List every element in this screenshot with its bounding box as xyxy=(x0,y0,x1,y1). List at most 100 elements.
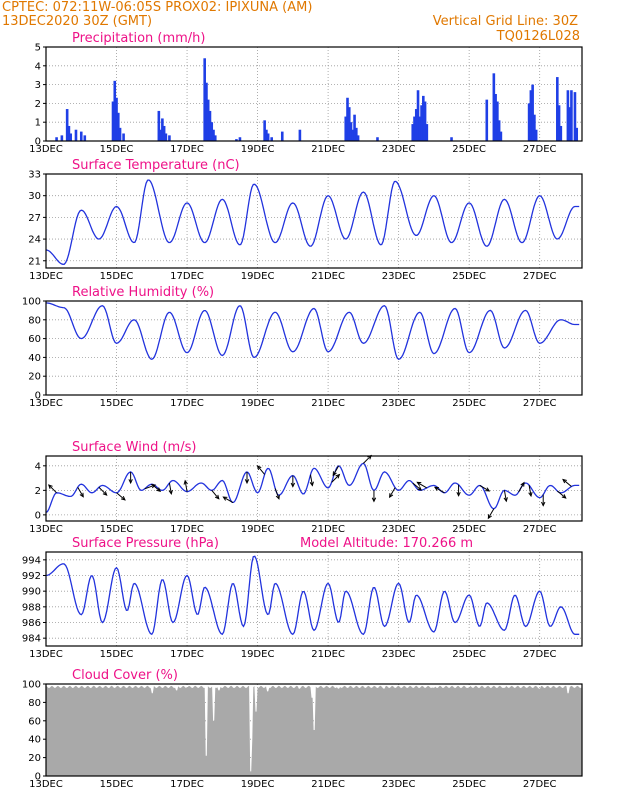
wind-vector-head xyxy=(275,494,280,500)
x-tick-label: 15DEC xyxy=(100,649,134,660)
cloud-title: Cloud Cover (%) xyxy=(72,668,178,683)
precip-bar xyxy=(161,118,164,141)
y-tick-label: 24 xyxy=(28,235,41,246)
wind-panel: 13DEC 15DEC 17DEC 19DEC 21DEC 23DEC 25DEC 27DEC… xyxy=(29,440,583,535)
y-tick-label: 2 xyxy=(35,486,41,497)
wind-vector-arrow xyxy=(417,481,428,489)
wind-vector-arrow xyxy=(479,485,490,492)
wind-vector-arrow xyxy=(116,492,126,501)
wind-vector-head xyxy=(256,465,262,470)
wind-vector-head xyxy=(528,491,533,498)
wind-vector-arrow xyxy=(503,490,507,502)
model-altitude-label: Model Altitude: 170.266 m xyxy=(300,536,473,551)
x-tick-label: 21DEC xyxy=(311,524,345,535)
wind-vector-arrow xyxy=(528,485,532,497)
wind-vector-head xyxy=(79,492,84,498)
temp-panel: 13DEC 15DEC 17DEC 19DEC 21DEC 23DEC 25DEC 27DEC… xyxy=(28,158,583,282)
x-tick-label: 25DEC xyxy=(452,398,486,409)
y-tick-label: 20 xyxy=(28,372,41,383)
header-date: 13DEC2020 30Z (GMT) xyxy=(2,14,152,29)
header-model: TQ0126L028 xyxy=(496,29,580,44)
precip-bar xyxy=(111,101,115,141)
x-tick-label: 19DEC xyxy=(241,144,275,155)
x-tick-label: 21DEC xyxy=(311,144,345,155)
y-tick-label: 100 xyxy=(22,297,41,308)
wind-vector-arrow xyxy=(412,482,422,491)
precip-bar xyxy=(353,114,356,141)
y-tick-label: 5 xyxy=(35,43,41,54)
y-tick-label: 0 xyxy=(35,772,41,783)
wind-vector-head xyxy=(309,481,314,487)
precip-bar xyxy=(570,90,573,141)
x-tick-label: 17DEC xyxy=(170,649,204,660)
precip-bar xyxy=(238,137,242,141)
precip-bar xyxy=(157,110,161,141)
precip-bar xyxy=(298,129,302,141)
wind-vector-head xyxy=(562,478,567,484)
wind-title: Surface Wind (m/s) xyxy=(72,440,196,455)
x-tick-label: 15DEC xyxy=(100,398,134,409)
y-tick-label: 994 xyxy=(22,555,41,566)
wind-vector-head xyxy=(456,491,461,497)
y-tick-label: 21 xyxy=(28,256,41,267)
x-tick-label: 19DEC xyxy=(241,524,275,535)
precip-panel: 13DEC 15DEC 17DEC 19DEC 21DEC 23DEC 25DEC 27DEC… xyxy=(29,31,583,155)
wind-vector-head xyxy=(520,481,525,487)
wind-frame xyxy=(45,455,583,522)
precip-bar xyxy=(69,133,72,141)
precip-bar xyxy=(122,133,125,141)
y-tick-label: 60 xyxy=(28,716,41,727)
x-tick-label: 27DEC xyxy=(523,271,557,282)
wind-vector-head xyxy=(222,496,228,501)
y-tick-label: 4 xyxy=(35,461,41,472)
x-tick-label: 13DEC xyxy=(29,649,63,660)
precip-bar xyxy=(212,129,215,141)
rh-series-line xyxy=(45,302,580,361)
wind-vector-head xyxy=(290,482,296,488)
precip-bar xyxy=(203,58,206,141)
precip-bar xyxy=(205,82,208,141)
precip-bar xyxy=(376,137,379,141)
precip-bar xyxy=(566,90,570,141)
precip-bar xyxy=(265,129,268,141)
x-tick-label: 15DEC xyxy=(100,144,134,155)
precip-bar xyxy=(349,122,353,141)
cloud-frame xyxy=(45,683,583,777)
precip-bar xyxy=(263,120,266,141)
temp-series-line xyxy=(45,179,580,265)
precip-bar xyxy=(168,135,171,141)
precip-bar xyxy=(270,137,273,141)
precip-bar xyxy=(67,125,71,141)
precip-bar xyxy=(414,109,418,141)
wind-vector-arrow xyxy=(274,488,280,500)
x-tick-label: 25DEC xyxy=(452,779,486,790)
wind-vector-arrow xyxy=(363,455,372,464)
press-series-line xyxy=(45,555,580,636)
precip-bar xyxy=(556,77,559,141)
header-grid-line: Vertical Grid Line: 30Z xyxy=(433,14,578,29)
y-tick-label: 1 xyxy=(35,118,41,129)
precip-bar xyxy=(213,135,217,141)
precip-bar xyxy=(496,101,499,141)
wind-vector-arrow xyxy=(223,496,234,504)
wind-vector-arrow xyxy=(77,487,84,498)
wind-vector-head xyxy=(244,479,250,485)
precip-bar xyxy=(450,137,453,141)
x-tick-label: 21DEC xyxy=(311,271,345,282)
precip-frame xyxy=(45,46,583,142)
wind-vector-head xyxy=(102,491,108,496)
precip-bar xyxy=(423,101,427,141)
precip-bar xyxy=(418,116,422,141)
wind-vector-head xyxy=(214,494,220,500)
precip-bar xyxy=(346,97,349,141)
x-tick-label: 19DEC xyxy=(241,271,275,282)
precip-bar xyxy=(534,129,538,141)
wind-vector-head xyxy=(168,489,173,495)
y-tick-label: 0 xyxy=(35,510,41,521)
x-tick-label: 13DEC xyxy=(29,524,63,535)
x-tick-label: 15DEC xyxy=(100,779,134,790)
press-panel: 13DEC 15DEC 17DEC 19DEC 21DEC 23DEC 25DEC 27DEC… xyxy=(22,536,583,660)
panels: 13DEC 15DEC 17DEC 19DEC 21DEC 23DEC 25DEC 27DEC… xyxy=(22,31,583,790)
wind-vector-arrow xyxy=(562,479,572,487)
